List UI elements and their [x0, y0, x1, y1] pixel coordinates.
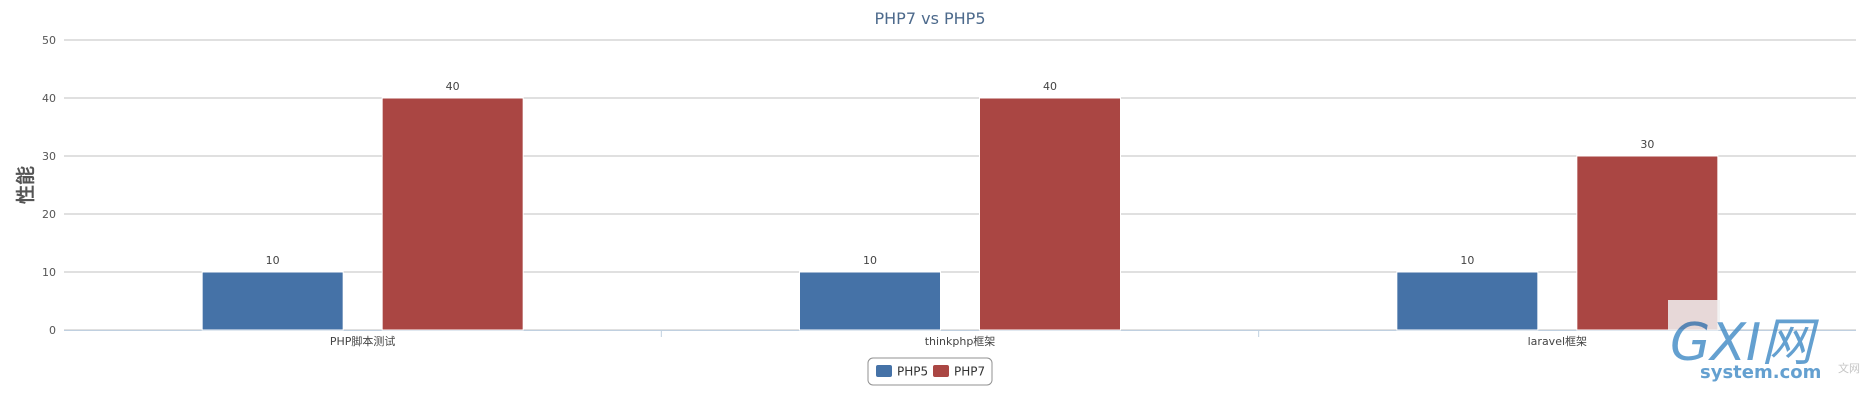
watermark-corner-text: 文网 [1838, 361, 1860, 375]
bar-php5-2[interactable] [1396, 271, 1539, 331]
legend-swatch [876, 365, 892, 377]
data-label: 10 [863, 254, 877, 267]
watermark-logo: GXI网 system.com 文网 [1668, 300, 1860, 383]
bars [201, 97, 1719, 331]
y-tick-label: 10 [42, 266, 56, 279]
data-label: 40 [1043, 80, 1057, 93]
bar-php5-0[interactable] [201, 271, 344, 331]
y-tick-label: 50 [42, 34, 56, 47]
data-label: 40 [446, 80, 460, 93]
legend[interactable]: PHP5 PHP7 [867, 357, 993, 386]
legend-item-php7[interactable]: PHP7 [933, 365, 985, 379]
watermark-site-text: system.com [1700, 362, 1821, 383]
x-axis [64, 330, 1856, 337]
y-axis-label: 性能 [14, 166, 37, 204]
bar-php5-1[interactable] [799, 271, 941, 331]
data-label: 10 [1460, 254, 1474, 267]
watermark-logo-text: GXI网 [1670, 313, 1819, 373]
bar-php7-0[interactable] [381, 97, 524, 331]
legend-label: PHP5 [897, 365, 928, 379]
bar-php7-1[interactable] [979, 97, 1121, 331]
chart-title: PHP7 vs PHP5 [875, 9, 986, 28]
data-label: 10 [266, 254, 280, 267]
data-label: 30 [1640, 138, 1654, 151]
y-tick-label: 40 [42, 92, 56, 105]
y-tick-label: 20 [42, 208, 56, 221]
y-axis-ticks: 0 10 20 30 40 50 [42, 34, 56, 337]
category-labels: PHP脚本测试 thinkphp框架 laravel框架 [330, 334, 1587, 348]
legend-item-php5[interactable]: PHP5 [876, 365, 928, 379]
x-tick-label: laravel框架 [1528, 335, 1587, 348]
x-tick-label: thinkphp框架 [925, 335, 996, 348]
y-tick-label: 30 [42, 150, 56, 163]
data-labels: 10 40 10 40 10 30 [266, 80, 1655, 267]
legend-swatch [933, 365, 949, 377]
legend-box [867, 357, 993, 386]
y-tick-label: 0 [49, 324, 56, 337]
legend-label: PHP7 [954, 365, 985, 379]
x-tick-label: PHP脚本测试 [330, 334, 396, 348]
